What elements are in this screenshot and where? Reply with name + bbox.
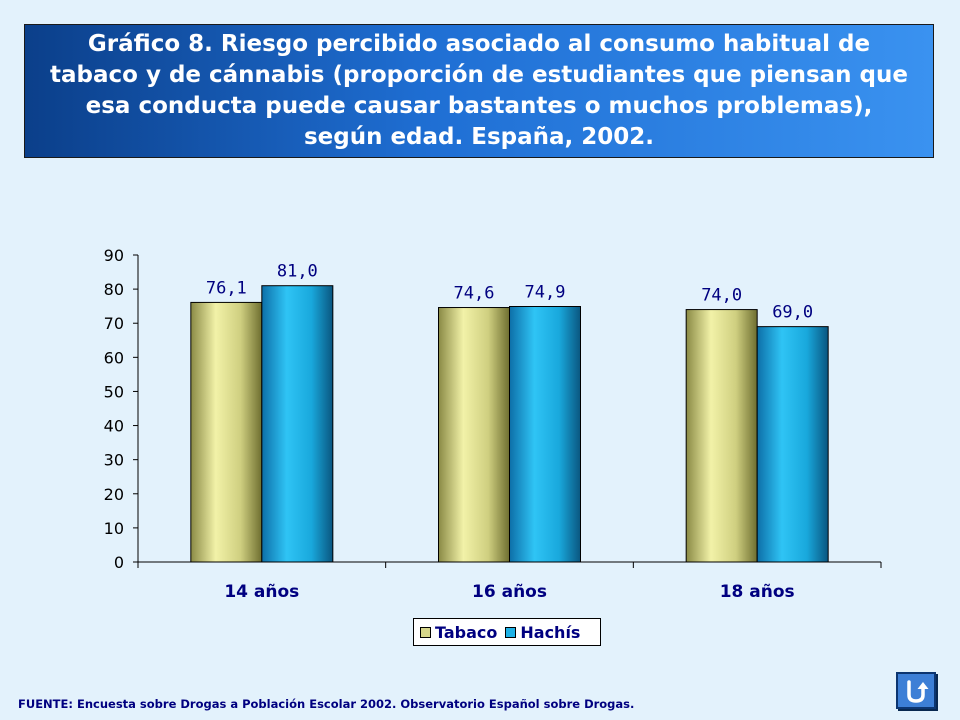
y-tick-label: 70 [104, 314, 124, 333]
bar-tabaco [685, 309, 758, 563]
bar-tabaco [438, 307, 510, 563]
return-arrow-icon [907, 679, 929, 703]
bar-hachis [756, 326, 829, 563]
data-label-tabaco: 74,0 [701, 286, 742, 306]
chart-title: Gráfico 8. Riesgo percibido asociado al … [50, 31, 908, 150]
chart-bars [190, 285, 829, 563]
chart-legend: Tabaco Hachís [413, 618, 601, 646]
y-tick-label: 0 [114, 553, 124, 572]
y-tick-label: 40 [104, 417, 124, 436]
chart-title-banner: Gráfico 8. Riesgo percibido asociado al … [24, 24, 934, 158]
bar-hachis [509, 306, 581, 563]
legend-item-tabaco: Tabaco [420, 623, 497, 642]
data-label-tabaco: 74,6 [454, 284, 495, 304]
y-tick-label: 80 [104, 280, 124, 299]
legend-label-tabaco: Tabaco [435, 622, 498, 642]
x-tick-label: 14 años [224, 582, 299, 602]
legend-swatch-hachis [505, 626, 517, 638]
x-tick-label: 16 años [472, 582, 547, 602]
y-tick-label: 60 [104, 348, 124, 367]
y-tick-label: 50 [104, 382, 124, 401]
data-label-tabaco: 76,1 [206, 278, 247, 298]
data-label-hachis: 81,0 [277, 262, 318, 282]
bar-hachis [261, 285, 334, 563]
legend-swatch-tabaco [420, 626, 431, 638]
data-label-hachis: 74,9 [525, 283, 566, 303]
y-tick-label: 10 [104, 519, 124, 538]
legend-label-hachis: Hachís [520, 622, 581, 642]
y-tick-label: 20 [104, 485, 124, 504]
bar-tabaco [190, 301, 263, 563]
x-tick-label: 18 años [720, 582, 795, 602]
data-label-hachis: 69,0 [772, 303, 813, 323]
return-button[interactable] [896, 672, 936, 709]
y-tick-label: 90 [104, 246, 124, 265]
source-note: FUENTE: Encuesta sobre Drogas a Població… [18, 697, 635, 711]
chart-labels: 14 años 76,1 81,0 16 años 74,6 74,9 18 años 74,… [206, 262, 813, 602]
legend-item-hachis: Hachís [505, 623, 580, 642]
y-tick-label: 30 [104, 451, 124, 470]
